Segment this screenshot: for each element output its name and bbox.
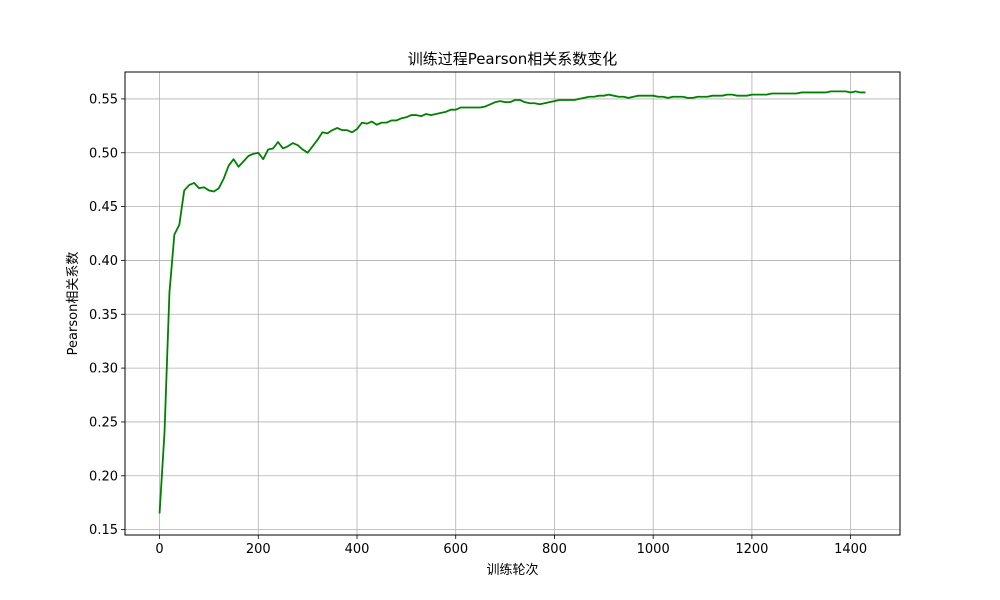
y-axis: 0.15 0.20 0.25 0.30 0.35 0.40 0.45 0.50 0.55	[89, 92, 125, 538]
y-tick-label: 0.35	[89, 308, 118, 323]
y-tick-label: 0.45	[89, 200, 118, 215]
y-tick-label: 0.15	[89, 523, 118, 538]
y-tick-label: 0.25	[89, 415, 118, 430]
x-tick-label: 600	[443, 542, 468, 557]
x-axis-label: 训练轮次	[486, 562, 538, 578]
y-tick-label: 0.30	[89, 362, 118, 377]
x-tick-label: 0	[155, 542, 163, 557]
x-tick-label: 1200	[735, 542, 768, 557]
y-tick-label: 0.20	[89, 469, 118, 484]
x-tick-label: 800	[542, 542, 567, 557]
y-tick-label: 0.50	[89, 146, 118, 161]
x-tick-label: 400	[345, 542, 370, 557]
x-tick-label: 200	[246, 542, 271, 557]
y-axis-label: Pearson相关系数	[66, 252, 81, 356]
plot-area-frame	[124, 71, 901, 536]
series-line	[158, 90, 866, 514]
x-axis: 0 200 400 600 800 1000 1200 1400	[155, 535, 867, 557]
grid	[125, 72, 900, 535]
x-tick-label: 1400	[834, 542, 867, 557]
x-tick-label: 1000	[637, 542, 670, 557]
y-tick-label: 0.55	[89, 92, 118, 107]
chart-title: 训练过程Pearson相关系数变化	[408, 50, 618, 68]
y-tick-label: 0.40	[89, 254, 118, 269]
